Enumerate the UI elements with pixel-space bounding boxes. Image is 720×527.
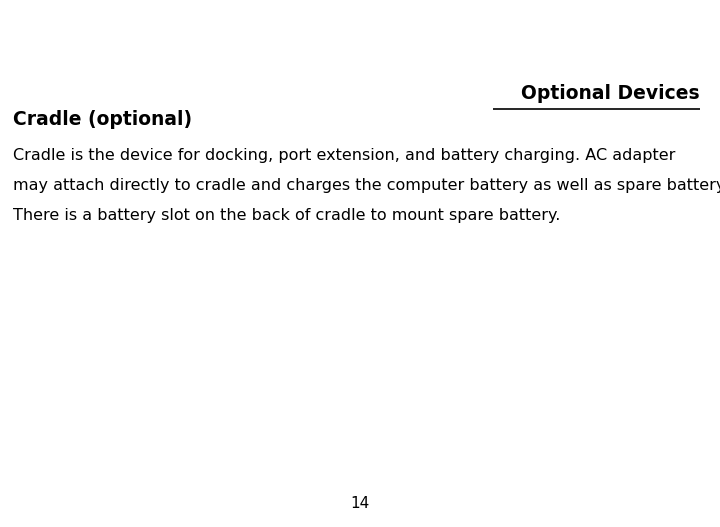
Text: Cradle (optional): Cradle (optional) xyxy=(13,110,192,129)
Text: 14: 14 xyxy=(351,496,369,511)
Text: Cradle is the device for docking, port extension, and battery charging. AC adapt: Cradle is the device for docking, port e… xyxy=(13,148,675,162)
Text: Optional Devices: Optional Devices xyxy=(521,84,700,103)
Text: may attach directly to cradle and charges the computer battery as well as spare : may attach directly to cradle and charge… xyxy=(13,178,720,192)
Text: There is a battery slot on the back of cradle to mount spare battery.: There is a battery slot on the back of c… xyxy=(13,208,560,222)
